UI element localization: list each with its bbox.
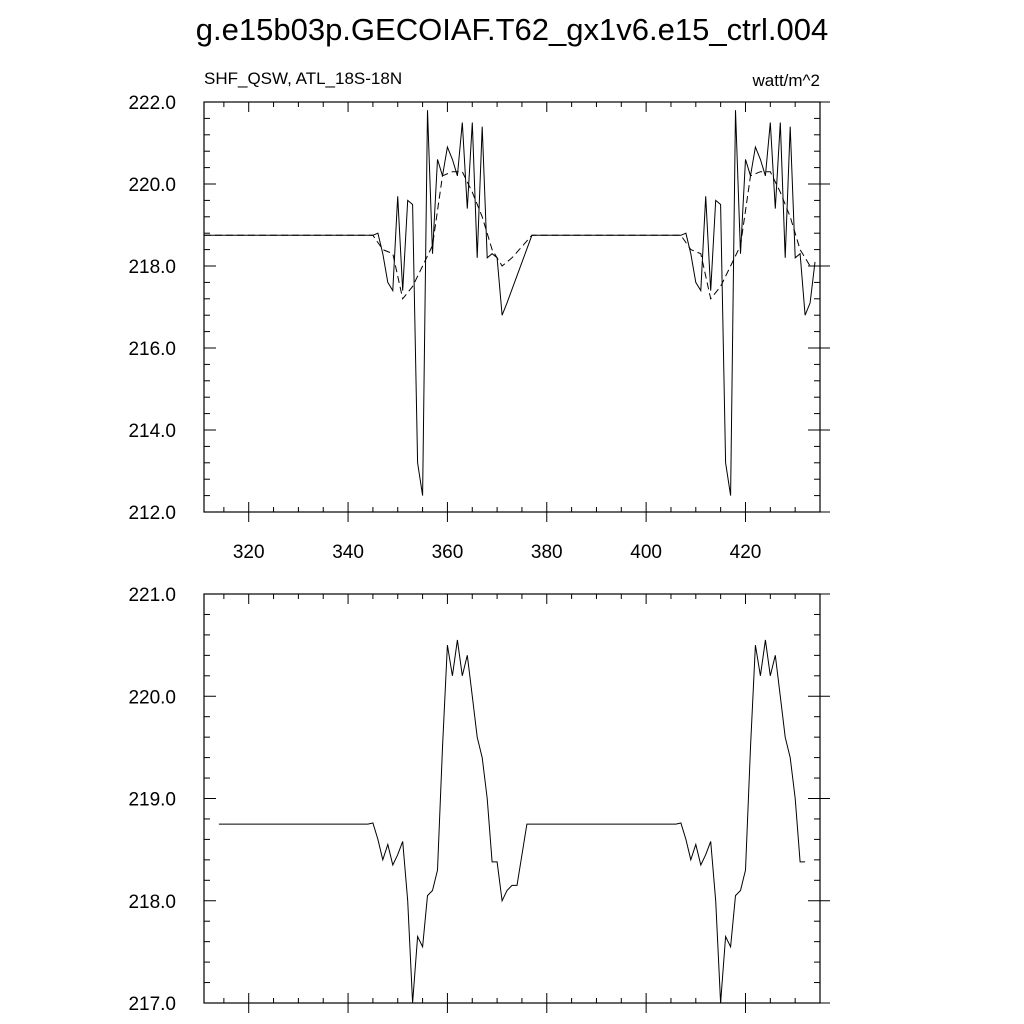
y-tick-label: 216.0 [128, 339, 176, 360]
x-tick-label: 380 [531, 542, 563, 563]
y-tick-label: 217.0 [128, 994, 176, 1015]
top-panel-left-label: SHF_QSW, ATL_18S-18N [204, 69, 402, 88]
y-tick-label: 218.0 [128, 892, 176, 913]
plot-frame [203, 101, 821, 513]
x-tick-label: 340 [332, 542, 364, 563]
y-tick-label: 218.0 [128, 257, 176, 278]
y-tick-label: 222.0 [128, 93, 176, 114]
series-line-dashed [204, 171, 815, 300]
x-tick-label: 320 [233, 542, 265, 563]
bottom-panel: 217.0 218.0 219.0 220.0 221.0 [128, 585, 830, 1015]
y-tick-label: 221.0 [128, 585, 176, 606]
series-line-solid [204, 110, 816, 496]
x-tick-label: 420 [730, 542, 762, 563]
y-tick-label: 214.0 [128, 421, 176, 442]
y-tick-label: 220.0 [128, 175, 176, 196]
x-tick-label: 360 [432, 542, 464, 563]
x-tick-label: 400 [630, 542, 662, 563]
y-tick-label: 212.0 [128, 503, 176, 524]
chart-title: g.e15b03p.GECOIAF.T62_gx1v6.e15_ctrl.004 [196, 12, 828, 47]
top-panel-units-label: watt/m^2 [752, 71, 821, 90]
y-tick-label: 219.0 [128, 790, 176, 811]
top-panel: SHF_QSW, ATL_18S-18N watt/m^2 320 340 360 3… [128, 69, 830, 563]
y-tick-label: 220.0 [128, 687, 176, 708]
series-line-solid [218, 639, 806, 1004]
